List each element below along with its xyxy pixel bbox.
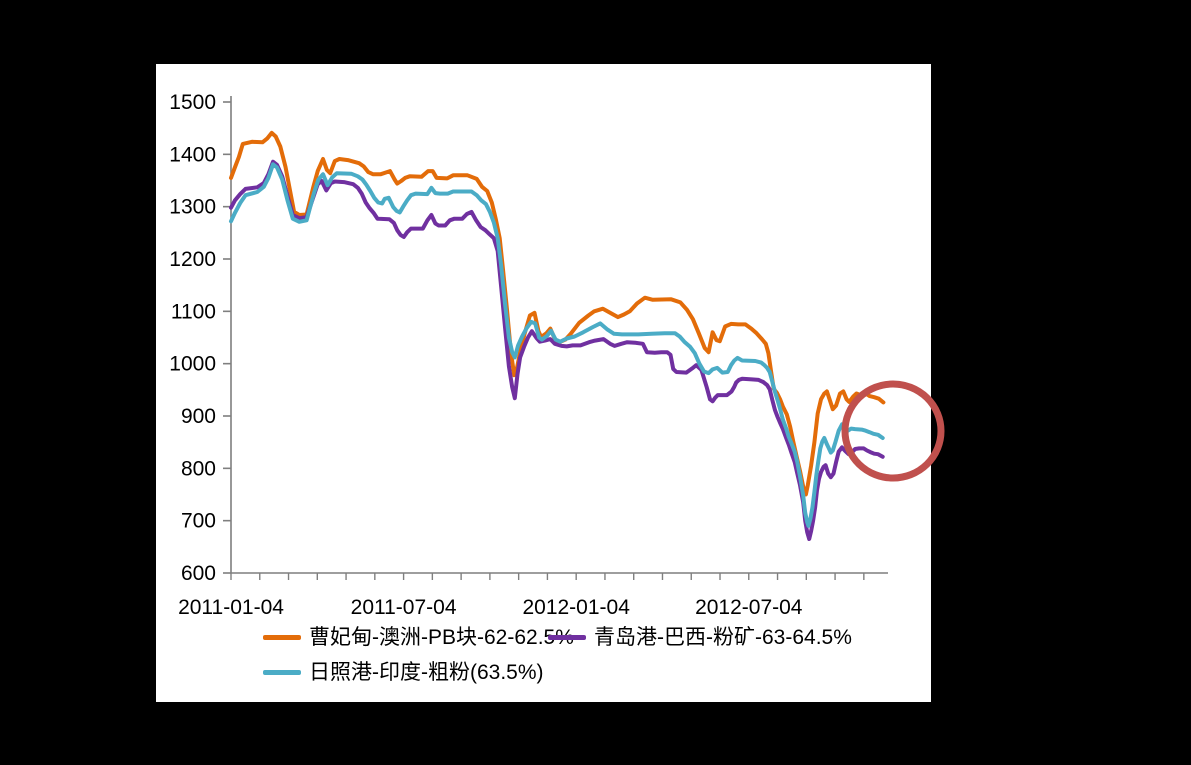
chart-line-series-2 (229, 162, 885, 528)
x-tick-label: 2012-07-04 (695, 596, 803, 619)
legend-line-swatch-orange (263, 634, 301, 640)
legend-item-qingdao: 青岛港-巴西-粉矿-63-64.5% (548, 625, 852, 649)
x-tick-label: 2011-07-04 (351, 596, 457, 619)
legend-line-swatch-purple (548, 634, 586, 640)
chart-line-series-0 (229, 130, 886, 497)
legend-label-rizhao: 日照港-印度-粗粉(63.5%) (309, 660, 544, 684)
y-tick-label: 600 (181, 562, 216, 585)
price-chart-panel: 600 700 800 900 1000 1100 1200 1300 1400 1500 2011… (156, 64, 931, 702)
plot-svg: 600 700 800 900 1000 1100 1200 1300 1400 1500 2011… (169, 91, 888, 619)
chart-line-series-1 (229, 159, 885, 541)
legend-line-swatch-teal (263, 669, 301, 675)
y-tick-label: 1300 (169, 196, 216, 219)
y-tick-label: 800 (181, 457, 216, 480)
y-tick-label: 1100 (171, 300, 216, 323)
x-tick-label: 2011-01-04 (178, 596, 284, 619)
legend-label-qingdao: 青岛港-巴西-粉矿-63-64.5% (594, 625, 852, 649)
legend-item-caofeidian: 曹妃甸-澳洲-PB块-62-62.5% (263, 625, 574, 649)
y-tick-label: 1000 (169, 353, 216, 376)
axes-lines (230, 96, 888, 574)
x-tick-label: 2012-01-04 (522, 596, 630, 619)
y-tick-label: 1200 (169, 248, 216, 271)
y-tick-label: 1400 (169, 143, 216, 166)
y-tick-label: 900 (181, 405, 216, 428)
y-tick-label: 1500 (169, 91, 216, 114)
legend-item-rizhao: 日照港-印度-粗粉(63.5%) (263, 660, 544, 684)
y-tick-label: 700 (181, 510, 216, 533)
legend-label-caofeidian: 曹妃甸-澳洲-PB块-62-62.5% (309, 625, 574, 649)
